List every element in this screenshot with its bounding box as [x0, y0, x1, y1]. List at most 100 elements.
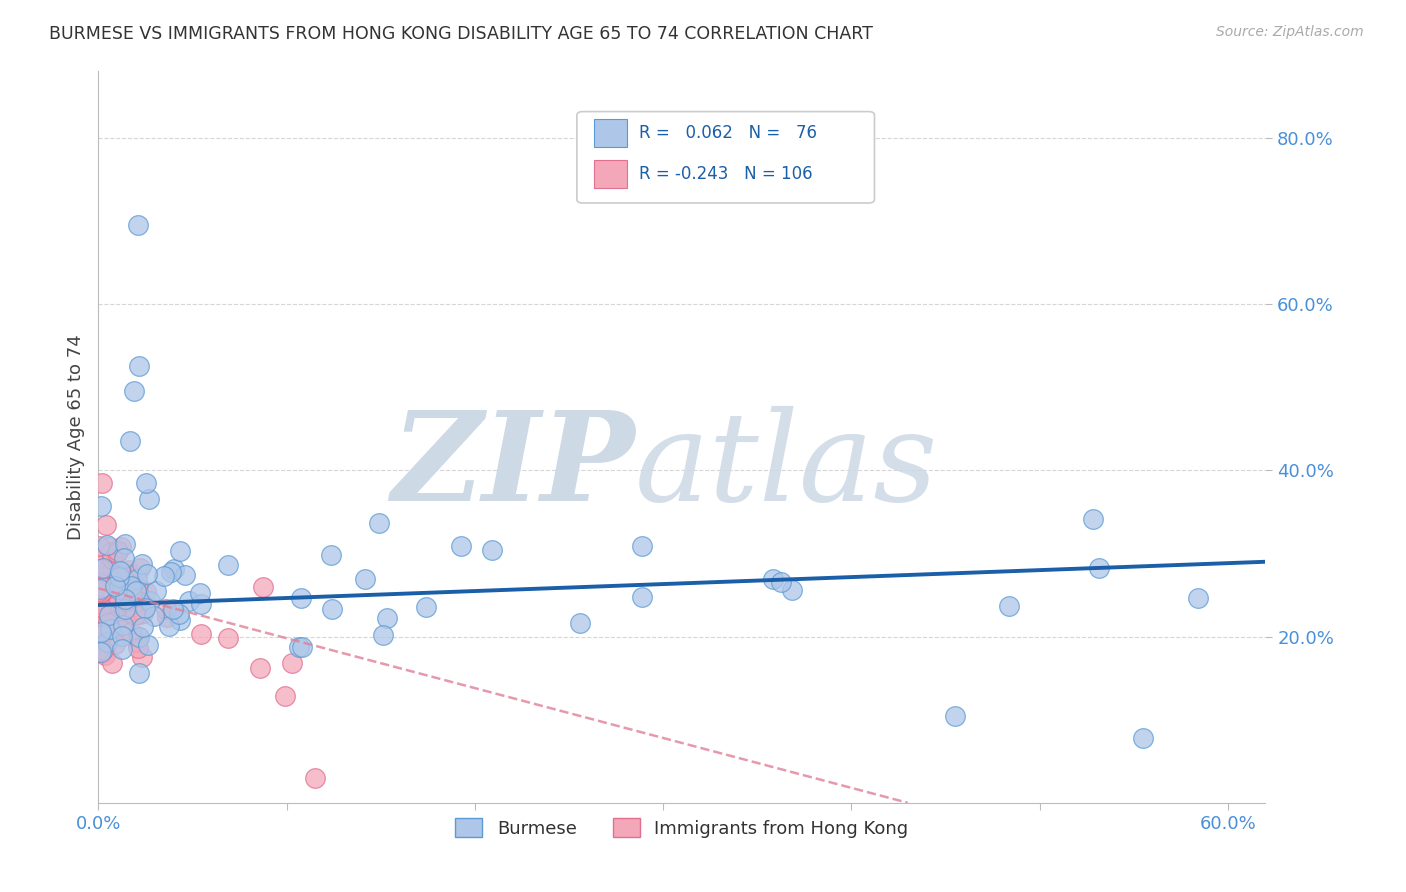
Point [101, 562, 124, 576]
Point [89, 582, 111, 596]
Point [89, 627, 111, 641]
Point [100, 545, 122, 559]
Point [450, 539, 472, 553]
Point [568, 615, 591, 630]
Point [127, 640, 149, 655]
Point [114, 537, 136, 551]
Point [107, 582, 129, 596]
Point [93, 584, 115, 599]
Point [998, 599, 1021, 614]
Point [91, 576, 114, 591]
Point [111, 623, 134, 637]
Point [90, 599, 112, 614]
Point [169, 613, 191, 627]
Point [112, 618, 135, 632]
Point [97, 615, 120, 630]
Point [769, 574, 792, 589]
Point [94, 648, 117, 662]
Point [134, 600, 156, 615]
Point [129, 560, 152, 574]
Point [217, 558, 239, 572]
Point [108, 580, 131, 594]
Point [112, 620, 135, 634]
Point [373, 628, 395, 642]
Point [103, 600, 125, 615]
Point [131, 650, 153, 665]
Point [249, 661, 271, 675]
Point [145, 584, 167, 599]
Point [127, 594, 149, 608]
Point [112, 590, 135, 604]
Point [120, 625, 142, 640]
Point [142, 608, 165, 623]
Point [91, 628, 114, 642]
Point [98, 622, 121, 636]
Point [89, 644, 111, 658]
Point [100, 591, 122, 605]
Point [290, 591, 312, 606]
Text: atlas: atlas [636, 406, 939, 527]
Point [87, 594, 110, 608]
Point [91, 583, 114, 598]
Point [94, 594, 117, 608]
Point [780, 582, 803, 597]
Point [96, 610, 118, 624]
Point [159, 565, 181, 579]
Point [321, 602, 343, 616]
Point [91, 643, 114, 657]
Point [89, 596, 111, 610]
Point [91, 584, 114, 599]
Point [97, 541, 120, 555]
Point [125, 583, 148, 598]
Point [94, 574, 117, 588]
Point [128, 359, 150, 374]
Point [112, 550, 135, 565]
Point [105, 546, 128, 560]
Point [87, 539, 110, 553]
Point [162, 601, 184, 615]
Point [89, 566, 111, 580]
Point [101, 550, 124, 565]
Point [90, 624, 112, 639]
Point [252, 580, 274, 594]
Point [375, 610, 398, 624]
Point [91, 560, 114, 574]
Point [138, 492, 160, 507]
Point [94, 605, 117, 619]
Point [108, 583, 131, 598]
Point [124, 607, 146, 622]
Point [135, 566, 157, 581]
Point [136, 638, 159, 652]
Point [96, 567, 118, 582]
FancyBboxPatch shape [595, 120, 627, 147]
Point [128, 666, 150, 681]
Point [135, 475, 157, 490]
Point [89, 576, 111, 591]
Point [111, 629, 134, 643]
Point [173, 568, 195, 582]
Point [121, 582, 143, 596]
Point [481, 543, 503, 558]
Point [415, 600, 437, 615]
Point [91, 619, 114, 633]
Point [127, 593, 149, 607]
Point [89, 562, 111, 576]
Point [115, 594, 138, 608]
Point [91, 594, 114, 608]
Point [118, 566, 141, 581]
Point [93, 601, 115, 615]
Text: R =   0.062   N =   76: R = 0.062 N = 76 [638, 124, 817, 143]
Point [87, 584, 110, 599]
Point [127, 581, 149, 595]
Text: BURMESE VS IMMIGRANTS FROM HONG KONG DISABILITY AGE 65 TO 74 CORRELATION CHART: BURMESE VS IMMIGRANTS FROM HONG KONG DIS… [49, 25, 873, 43]
Point [138, 594, 160, 608]
Point [90, 645, 112, 659]
Point [100, 657, 122, 671]
Point [94, 610, 117, 624]
Point [132, 620, 155, 634]
Point [128, 587, 150, 601]
Point [97, 562, 120, 576]
Point [188, 586, 211, 600]
Point [287, 640, 309, 654]
Point [90, 500, 112, 514]
